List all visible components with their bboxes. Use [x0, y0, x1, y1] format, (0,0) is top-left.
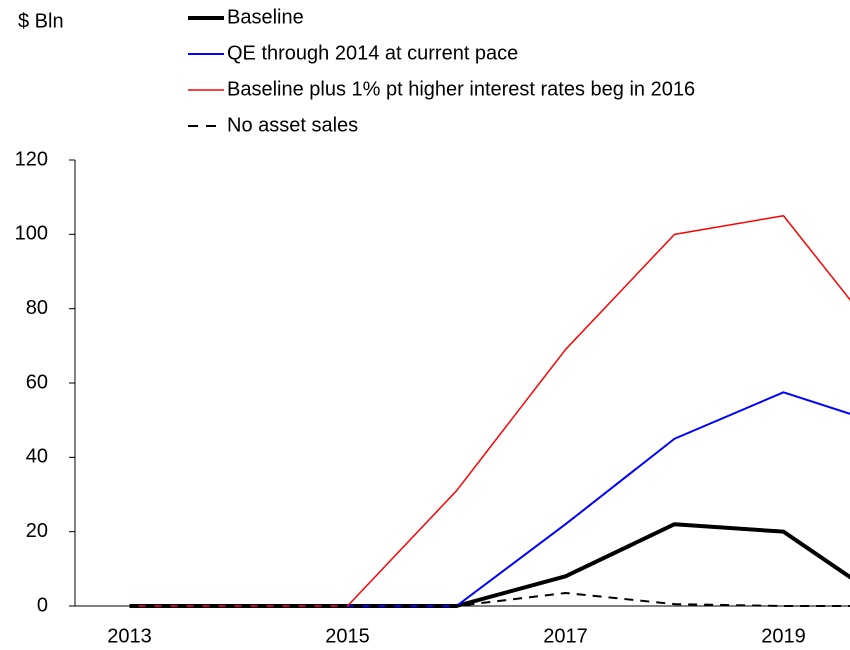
legend-label: QE through 2014 at current pace: [227, 42, 518, 64]
y-tick-label: 100: [15, 223, 48, 245]
x-tick-label: 2017: [543, 625, 588, 647]
y-tick-label: 40: [26, 446, 48, 468]
y-tick-label: 60: [26, 371, 48, 393]
y-tick-label: 20: [26, 520, 48, 542]
legend-label: Baseline plus 1% pt higher interest rate…: [227, 78, 695, 100]
y-axis-label: $ Bln: [18, 10, 64, 32]
x-tick-label: 2019: [761, 625, 806, 647]
legend-label: No asset sales: [227, 114, 358, 136]
series-line: [129, 522, 850, 608]
series-line: [129, 215, 850, 607]
y-tick-label: 0: [37, 594, 48, 616]
y-tick-label: 120: [15, 148, 48, 170]
x-tick-label: 2013: [107, 625, 152, 647]
series-line: [129, 391, 850, 607]
legend-label: Baseline: [227, 6, 304, 28]
x-tick-label: 2015: [325, 625, 370, 647]
y-tick-label: 80: [26, 297, 48, 319]
